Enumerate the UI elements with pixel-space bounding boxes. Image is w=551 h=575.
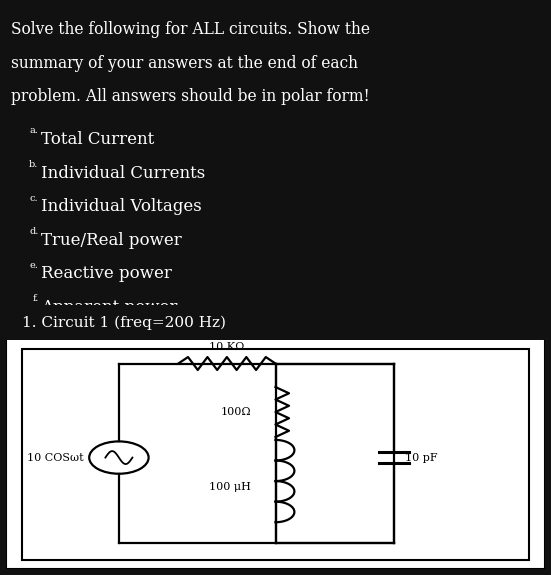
Text: True/Real power: True/Real power (41, 232, 182, 248)
Text: 100 μH: 100 μH (209, 482, 251, 492)
Text: 10 COSωt: 10 COSωt (27, 453, 84, 462)
Text: problem. All answers should be in polar form!: problem. All answers should be in polar … (11, 89, 370, 105)
Bar (6, 305, 545, 340)
Text: 1. Circuit 1 (freq=200 Hz): 1. Circuit 1 (freq=200 Hz) (21, 315, 226, 329)
Text: Solve the following for ALL circuits. Show the: Solve the following for ALL circuits. Sh… (11, 21, 370, 39)
Text: Apparent power: Apparent power (41, 298, 178, 316)
Text: 100Ω: 100Ω (220, 407, 251, 417)
Bar (21, 349, 530, 561)
Text: d.: d. (29, 227, 39, 236)
Text: Reactive power: Reactive power (41, 265, 172, 282)
Text: Individual Voltages: Individual Voltages (41, 198, 202, 215)
Text: b.: b. (29, 160, 39, 169)
Text: summary of your answers at the end of each: summary of your answers at the end of ea… (11, 55, 358, 72)
Text: 10 pF: 10 pF (405, 453, 437, 462)
Text: e.: e. (30, 260, 39, 270)
Text: 10 KΩ: 10 KΩ (209, 342, 245, 352)
Text: c.: c. (30, 194, 39, 202)
Text: Total Current: Total Current (41, 131, 155, 148)
Text: Individual Currents: Individual Currents (41, 164, 206, 182)
Text: a.: a. (30, 126, 39, 136)
Text: f.: f. (32, 294, 39, 303)
